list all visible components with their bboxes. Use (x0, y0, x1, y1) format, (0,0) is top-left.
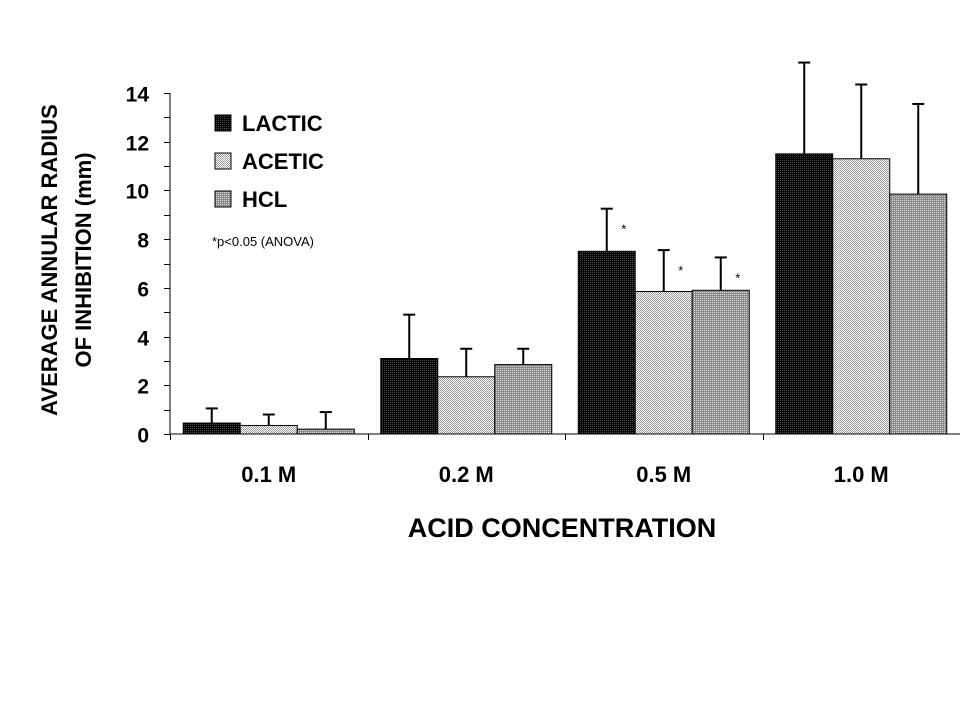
x-tick-label: 0.1 M (241, 462, 296, 487)
bar-acetic (634, 291, 693, 435)
plot-area: * * * (182, 61, 948, 435)
x-tick-label: 0.2 M (439, 462, 494, 487)
significance-marker: * (735, 270, 740, 285)
bar-lactic (577, 250, 636, 435)
legend: LACTIC ACETIC HCL (214, 111, 324, 212)
y-tick-label: 10 (126, 181, 149, 204)
y-tick-label: 2 (137, 376, 149, 399)
x-axis-title: ACID CONCENTRATION (408, 513, 716, 543)
significance-note: *p<0.05 (ANOVA) (212, 234, 314, 249)
y-tick-label: 4 (137, 328, 149, 351)
x-tick-label: 0.5 M (636, 462, 691, 487)
legend-swatch-acetic (214, 152, 232, 170)
bar-hcl (691, 289, 750, 435)
significance-marker: * (621, 222, 626, 237)
legend-swatch-lactic (214, 114, 232, 132)
bar-hcl (889, 193, 948, 435)
y-axis: 0 2 4 6 8 10 12 14 (126, 84, 171, 448)
y-axis-title: AVERAGE ANNULAR RADIUS OF INHIBITION (mm… (37, 104, 96, 416)
y-axis-title-line-1: AVERAGE ANNULAR RADIUS (37, 104, 62, 416)
bar-hcl (494, 364, 553, 435)
legend-label-acetic: ACETIC (242, 149, 324, 174)
y-tick-label: 12 (126, 133, 149, 156)
legend-swatch-hcl (214, 190, 232, 208)
x-axis: 0.1 M 0.2 M 0.5 M 1.0 M (170, 433, 960, 487)
y-tick-label: 8 (137, 230, 149, 253)
y-tick-label: 6 (137, 279, 149, 302)
legend-label-hcl: HCL (242, 187, 287, 212)
bar-acetic (239, 424, 298, 435)
bar-lactic (380, 357, 439, 435)
bar-lactic (775, 153, 834, 435)
bar-acetic (832, 158, 891, 435)
y-axis-title-line-2: OF INHIBITION (mm) (71, 152, 96, 367)
y-tick-label: 0 (137, 425, 149, 448)
bar-acetic (437, 376, 496, 435)
y-tick-label: 14 (126, 84, 150, 107)
x-tick-label: 1.0 M (834, 462, 889, 487)
bar-hcl (296, 428, 355, 435)
significance-marker: * (678, 263, 683, 278)
bar-lactic (182, 422, 241, 435)
legend-label-lactic: LACTIC (242, 111, 323, 136)
